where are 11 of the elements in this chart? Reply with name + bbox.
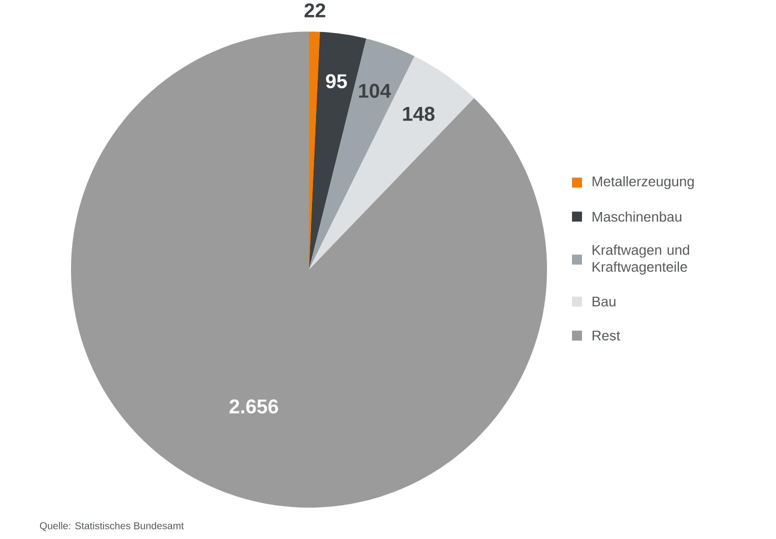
legend-label: Maschinenbau [592,212,682,222]
legend-label: Kraftwagen und Kraftwagenteile [592,244,690,275]
legend-label: Bau [592,296,616,307]
legend-label: Rest [592,330,620,341]
data-label: 95 [326,74,347,88]
source-note: Quelle: Statistisches Bundesamt [40,522,184,532]
data-label: 104 [359,84,391,98]
data-label: 2.656 [230,400,278,414]
legend-label: Metallerzeugung [592,176,694,190]
data-label: 148 [403,107,435,122]
data-label: 22 [304,4,326,18]
